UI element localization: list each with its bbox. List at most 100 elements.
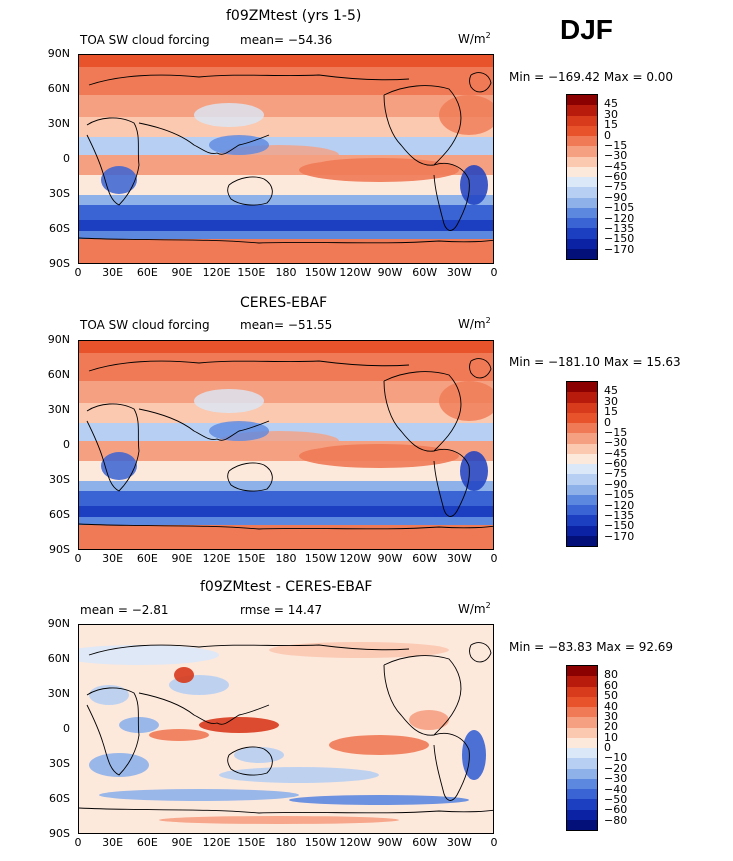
min-max-label: Min = −83.83 Max = 92.69 (509, 640, 674, 654)
colorbar-swatch (567, 494, 597, 505)
season-label: DJF (560, 14, 613, 45)
map-field (79, 625, 493, 833)
lat-tick-label: 60N (47, 652, 70, 665)
colorbar-swatch (567, 433, 597, 444)
lon-tick-label: 150W (304, 266, 337, 279)
lon-tick-label: 0 (74, 552, 82, 565)
lon-tick-label: 30W (446, 836, 472, 849)
lat-tick-label: 90S (49, 543, 70, 556)
map-panel (78, 340, 494, 550)
lon-tick-label: 0 (490, 836, 498, 849)
lat-tick-label: 30S (49, 473, 70, 486)
lat-tick-label: 0 (63, 438, 70, 451)
colorbar-swatch (567, 809, 597, 820)
colorbar-label: −135 (604, 221, 635, 235)
panel-title: f09ZMtest (yrs 1-5) (226, 8, 362, 24)
min-max-label: Min = −181.10 Max = 15.63 (509, 355, 681, 369)
colorbar-swatch (567, 105, 597, 116)
colorbar-swatch (567, 453, 597, 464)
lon-tick-label: 120W (339, 552, 372, 565)
colorbar-swatch (567, 412, 597, 423)
lon-tick-label: 90W (377, 266, 403, 279)
lon-tick-label: 90E (171, 836, 193, 849)
colorbar-swatch (567, 146, 597, 157)
colorbar-swatch (567, 484, 597, 495)
lon-tick-label: 60E (136, 266, 158, 279)
colorbar (566, 94, 598, 260)
lon-tick-label: 120E (202, 552, 231, 565)
colorbar-swatch (567, 464, 597, 475)
colorbar-label: −60 (604, 803, 628, 817)
lat-tick-label: 90N (47, 333, 70, 346)
colorbar-label: 15 (604, 405, 618, 419)
colorbar-label: −150 (604, 232, 635, 246)
colorbar-label: −135 (604, 508, 635, 522)
colorbar-label: −170 (604, 242, 635, 256)
lat-tick-label: 60S (49, 792, 70, 805)
colorbar-swatch (567, 707, 597, 718)
lon-tick-label: 0 (74, 836, 82, 849)
lon-tick-label: 30W (446, 266, 472, 279)
lon-tick-label: 0 (490, 266, 498, 279)
lat-tick-label: 0 (63, 722, 70, 735)
map-field (79, 341, 493, 549)
min-max-label: Min = −169.42 Max = 0.00 (509, 70, 674, 84)
colorbar-label: 15 (604, 118, 618, 132)
colorbar-swatch (567, 778, 597, 789)
colorbar-label: −50 (604, 792, 628, 806)
colorbar-label: −170 (604, 529, 635, 543)
colorbar-swatch (567, 686, 597, 697)
lon-tick-label: 120E (202, 266, 231, 279)
colorbar-swatch (567, 166, 597, 177)
lon-tick-label: 120E (202, 836, 231, 849)
lon-tick-label: 0 (490, 552, 498, 565)
colorbar-swatch (567, 525, 597, 536)
colorbar-label: −120 (604, 498, 635, 512)
lon-tick-label: 180 (275, 836, 297, 849)
lat-tick-label: 90S (49, 257, 70, 270)
units-label: W/m2 (458, 316, 491, 331)
colorbar-label: −60 (604, 457, 628, 470)
colorbar-swatch (567, 748, 597, 759)
colorbar (566, 381, 598, 547)
variable-label: TOA SW cloud forcing (80, 33, 210, 47)
colorbar-swatch (567, 218, 597, 229)
panel-title: f09ZMtest - CERES-EBAF (200, 579, 373, 595)
colorbar-label: −45 (604, 446, 628, 460)
colorbar-swatch (567, 505, 597, 516)
colorbar-label: −20 (604, 761, 628, 775)
colorbar-swatch (567, 758, 597, 769)
lat-tick-label: 90N (47, 47, 70, 60)
colorbar-swatch (567, 125, 597, 136)
colorbar-swatch (567, 676, 597, 687)
lon-tick-label: 60E (136, 552, 158, 565)
lon-tick-label: 60E (136, 836, 158, 849)
colorbar-label: 80 (604, 668, 618, 682)
colorbar-label: 45 (604, 97, 618, 111)
lat-tick-label: 30N (47, 117, 70, 130)
colorbar-label: 30 (604, 709, 618, 723)
map-panel (78, 54, 494, 264)
mean-label: mean = −2.81 (80, 603, 169, 617)
colorbar-label: 0 (604, 741, 611, 754)
colorbar-label: −150 (604, 519, 635, 533)
lon-tick-label: 150W (304, 552, 337, 565)
lon-tick-label: 90E (171, 552, 193, 565)
colorbar-swatch (567, 789, 597, 800)
lon-tick-label: 90W (377, 836, 403, 849)
rmse-label: rmse = 14.47 (240, 603, 323, 617)
colorbar-swatch (567, 799, 597, 810)
colorbar-label: 45 (604, 384, 618, 398)
mean-label: mean= −51.55 (240, 318, 333, 332)
colorbar-swatch (567, 156, 597, 167)
lon-tick-label: 150W (304, 836, 337, 849)
lat-tick-label: 30S (49, 187, 70, 200)
colorbar-label: −105 (604, 201, 635, 215)
colorbar-swatch (567, 423, 597, 434)
colorbar-label: −80 (604, 813, 628, 827)
colorbar-swatch (567, 666, 597, 677)
colorbar-swatch (567, 95, 597, 106)
lat-tick-label: 0 (63, 152, 70, 165)
lat-tick-label: 90S (49, 827, 70, 840)
colorbar-label: −30 (604, 149, 628, 163)
